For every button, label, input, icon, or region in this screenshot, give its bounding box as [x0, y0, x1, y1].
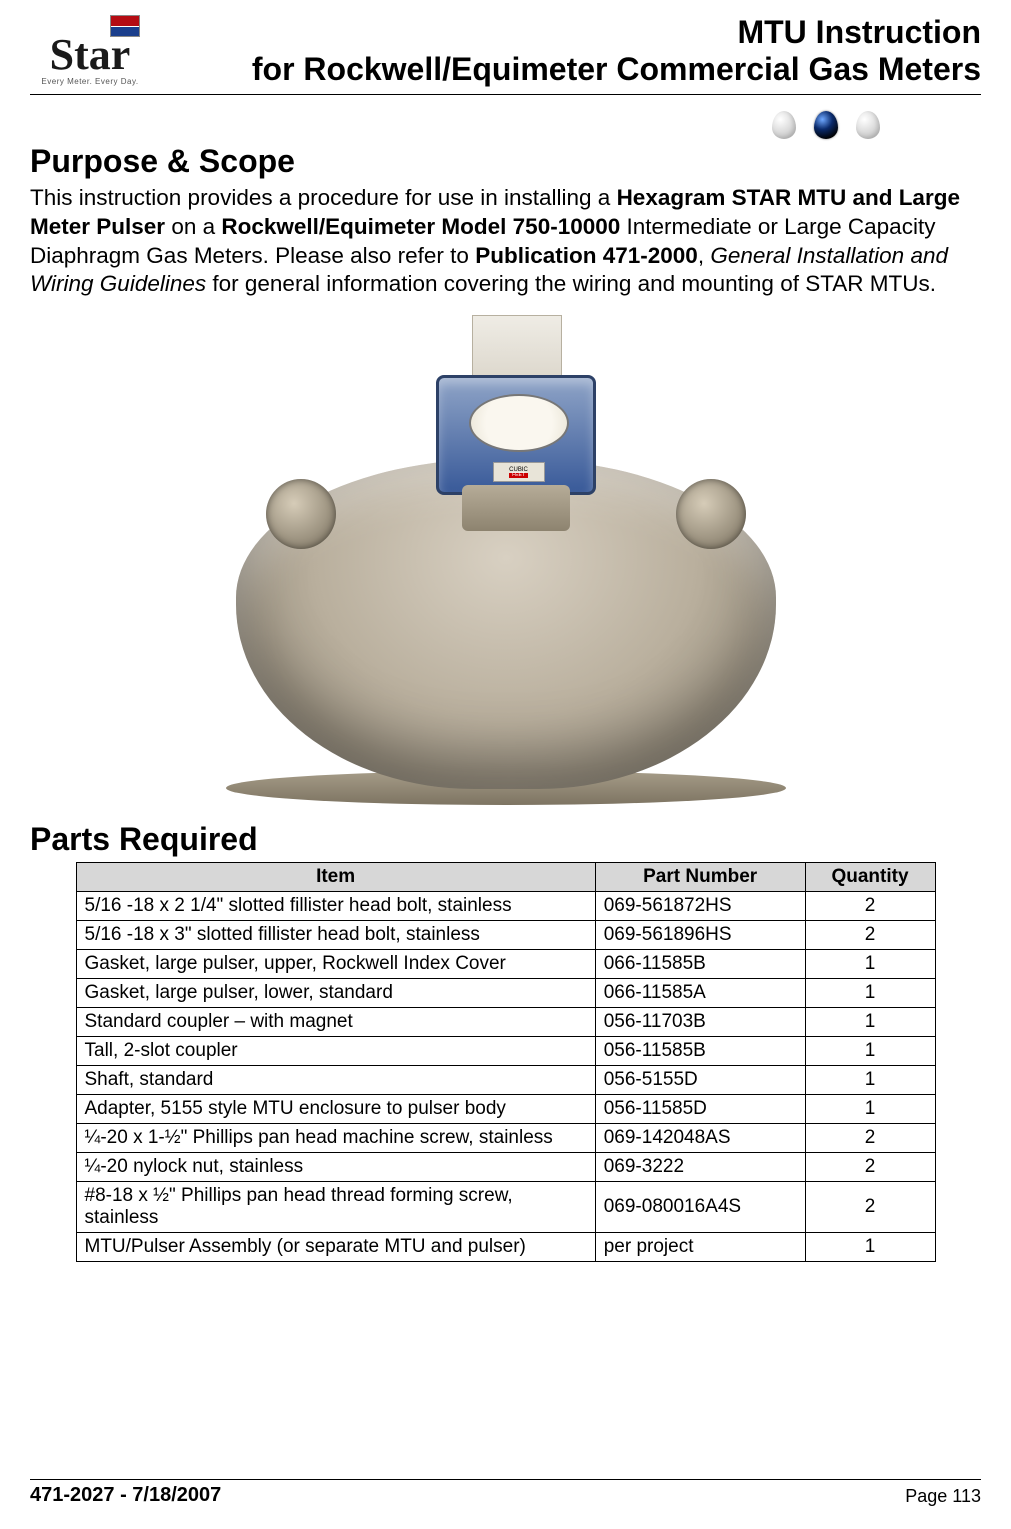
page-footer: 471-2027 - 7/18/2007 Page 113: [30, 1479, 981, 1507]
cell-item: #8-18 x ½" Phillips pan head thread form…: [76, 1182, 595, 1233]
text: This instruction provides a procedure fo…: [30, 185, 617, 210]
logo-text: Star: [50, 33, 131, 77]
purpose-scope-heading: Purpose & Scope: [30, 143, 981, 180]
logo-tagline: Every Meter. Every Day.: [41, 77, 138, 86]
gas-flame-icon: [813, 109, 839, 141]
cell-quantity: 1: [805, 1037, 935, 1066]
cell-quantity: 1: [805, 979, 935, 1008]
table-row: Shaft, standard056-5155D1: [76, 1066, 935, 1095]
table-row: Tall, 2-slot coupler056-11585B1: [76, 1037, 935, 1066]
cell-item: Standard coupler – with magnet: [76, 1008, 595, 1037]
footer-doc-id: 471-2027 - 7/18/2007: [30, 1484, 221, 1507]
text: for general information covering the wir…: [206, 271, 936, 296]
cell-quantity: 1: [805, 1095, 935, 1124]
cell-partnumber: 069-080016A4S: [595, 1182, 805, 1233]
table-row: ¼-20 nylock nut, stainless069-32222: [76, 1153, 935, 1182]
parts-required-heading: Parts Required: [30, 821, 981, 858]
purpose-scope-paragraph: This instruction provides a procedure fo…: [30, 184, 981, 299]
cell-partnumber: 056-11585B: [595, 1037, 805, 1066]
cell-partnumber: 069-142048AS: [595, 1124, 805, 1153]
cell-item: MTU/Pulser Assembly (or separate MTU and…: [76, 1233, 595, 1262]
mtu-pulser-assembly: CUBIC FEET: [436, 315, 596, 525]
cell-partnumber: 066-11585A: [595, 979, 805, 1008]
cell-quantity: 1: [805, 950, 935, 979]
parts-table: Item Part Number Quantity 5/16 -18 x 2 1…: [76, 862, 936, 1262]
cell-partnumber: 056-5155D: [595, 1066, 805, 1095]
cell-quantity: 1: [805, 1008, 935, 1037]
cell-item: ¼-20 x 1-½" Phillips pan head machine sc…: [76, 1124, 595, 1153]
pulser-base: [462, 485, 570, 531]
table-header-row: Item Part Number Quantity: [76, 863, 935, 892]
title-line-1: MTU Instruction: [252, 14, 981, 51]
cell-partnumber: 066-11585B: [595, 950, 805, 979]
cell-quantity: 2: [805, 921, 935, 950]
cell-partnumber: 069-561896HS: [595, 921, 805, 950]
water-droplet-icon: [771, 109, 797, 141]
electric-droplet-icon: [855, 109, 881, 141]
col-quantity: Quantity: [805, 863, 935, 892]
dial-icon: [469, 394, 569, 452]
cell-quantity: 2: [805, 1182, 935, 1233]
cell-item: 5/16 -18 x 3" slotted fillister head bol…: [76, 921, 595, 950]
dial-label-bot: FEET: [509, 473, 528, 478]
cell-item: Shaft, standard: [76, 1066, 595, 1095]
footer-page-number: Page 113: [905, 1486, 981, 1507]
col-partnumber: Part Number: [595, 863, 805, 892]
text: on a: [165, 214, 221, 239]
title-line-2: for Rockwell/Equimeter Commercial Gas Me…: [252, 51, 981, 88]
table-row: 5/16 -18 x 2 1/4" slotted fillister head…: [76, 892, 935, 921]
table-row: ¼-20 x 1-½" Phillips pan head machine sc…: [76, 1124, 935, 1153]
table-row: Standard coupler – with magnet056-11703B…: [76, 1008, 935, 1037]
gas-meter-illustration: CUBIC FEET: [216, 309, 796, 809]
document-title: MTU Instruction for Rockwell/Equimeter C…: [252, 14, 981, 88]
table-row: Gasket, large pulser, lower, standard066…: [76, 979, 935, 1008]
cell-item: Adapter, 5155 style MTU enclosure to pul…: [76, 1095, 595, 1124]
utility-indicator-icons: [30, 109, 981, 141]
cell-quantity: 2: [805, 1124, 935, 1153]
table-row: Gasket, large pulser, upper, Rockwell In…: [76, 950, 935, 979]
cell-partnumber: 069-561872HS: [595, 892, 805, 921]
cell-item: 5/16 -18 x 2 1/4" slotted fillister head…: [76, 892, 595, 921]
meter-port-right: [676, 479, 746, 549]
table-row: Adapter, 5155 style MTU enclosure to pul…: [76, 1095, 935, 1124]
cell-quantity: 2: [805, 892, 935, 921]
cell-quantity: 1: [805, 1233, 935, 1262]
text-bold: Publication 471-2000: [475, 243, 698, 268]
cell-item: Gasket, large pulser, upper, Rockwell In…: [76, 950, 595, 979]
cell-item: ¼-20 nylock nut, stainless: [76, 1153, 595, 1182]
cell-quantity: 2: [805, 1153, 935, 1182]
cell-partnumber: per project: [595, 1233, 805, 1262]
cell-quantity: 1: [805, 1066, 935, 1095]
cell-item: Tall, 2-slot coupler: [76, 1037, 595, 1066]
product-figure: CUBIC FEET: [30, 309, 981, 809]
cell-partnumber: 056-11585D: [595, 1095, 805, 1124]
cell-item: Gasket, large pulser, lower, standard: [76, 979, 595, 1008]
col-item: Item: [76, 863, 595, 892]
table-row: #8-18 x ½" Phillips pan head thread form…: [76, 1182, 935, 1233]
index-cover: CUBIC FEET: [436, 375, 596, 495]
meter-port-left: [266, 479, 336, 549]
page-header: Star Every Meter. Every Day. MTU Instruc…: [30, 12, 981, 95]
brand-logo: Star Every Meter. Every Day.: [30, 12, 150, 88]
table-row: MTU/Pulser Assembly (or separate MTU and…: [76, 1233, 935, 1262]
dial-label: CUBIC FEET: [493, 462, 545, 482]
table-row: 5/16 -18 x 3" slotted fillister head bol…: [76, 921, 935, 950]
text: ,: [698, 243, 711, 268]
cell-partnumber: 056-11703B: [595, 1008, 805, 1037]
text-bold: Rockwell/Equimeter Model 750-10000: [221, 214, 620, 239]
cell-partnumber: 069-3222: [595, 1153, 805, 1182]
